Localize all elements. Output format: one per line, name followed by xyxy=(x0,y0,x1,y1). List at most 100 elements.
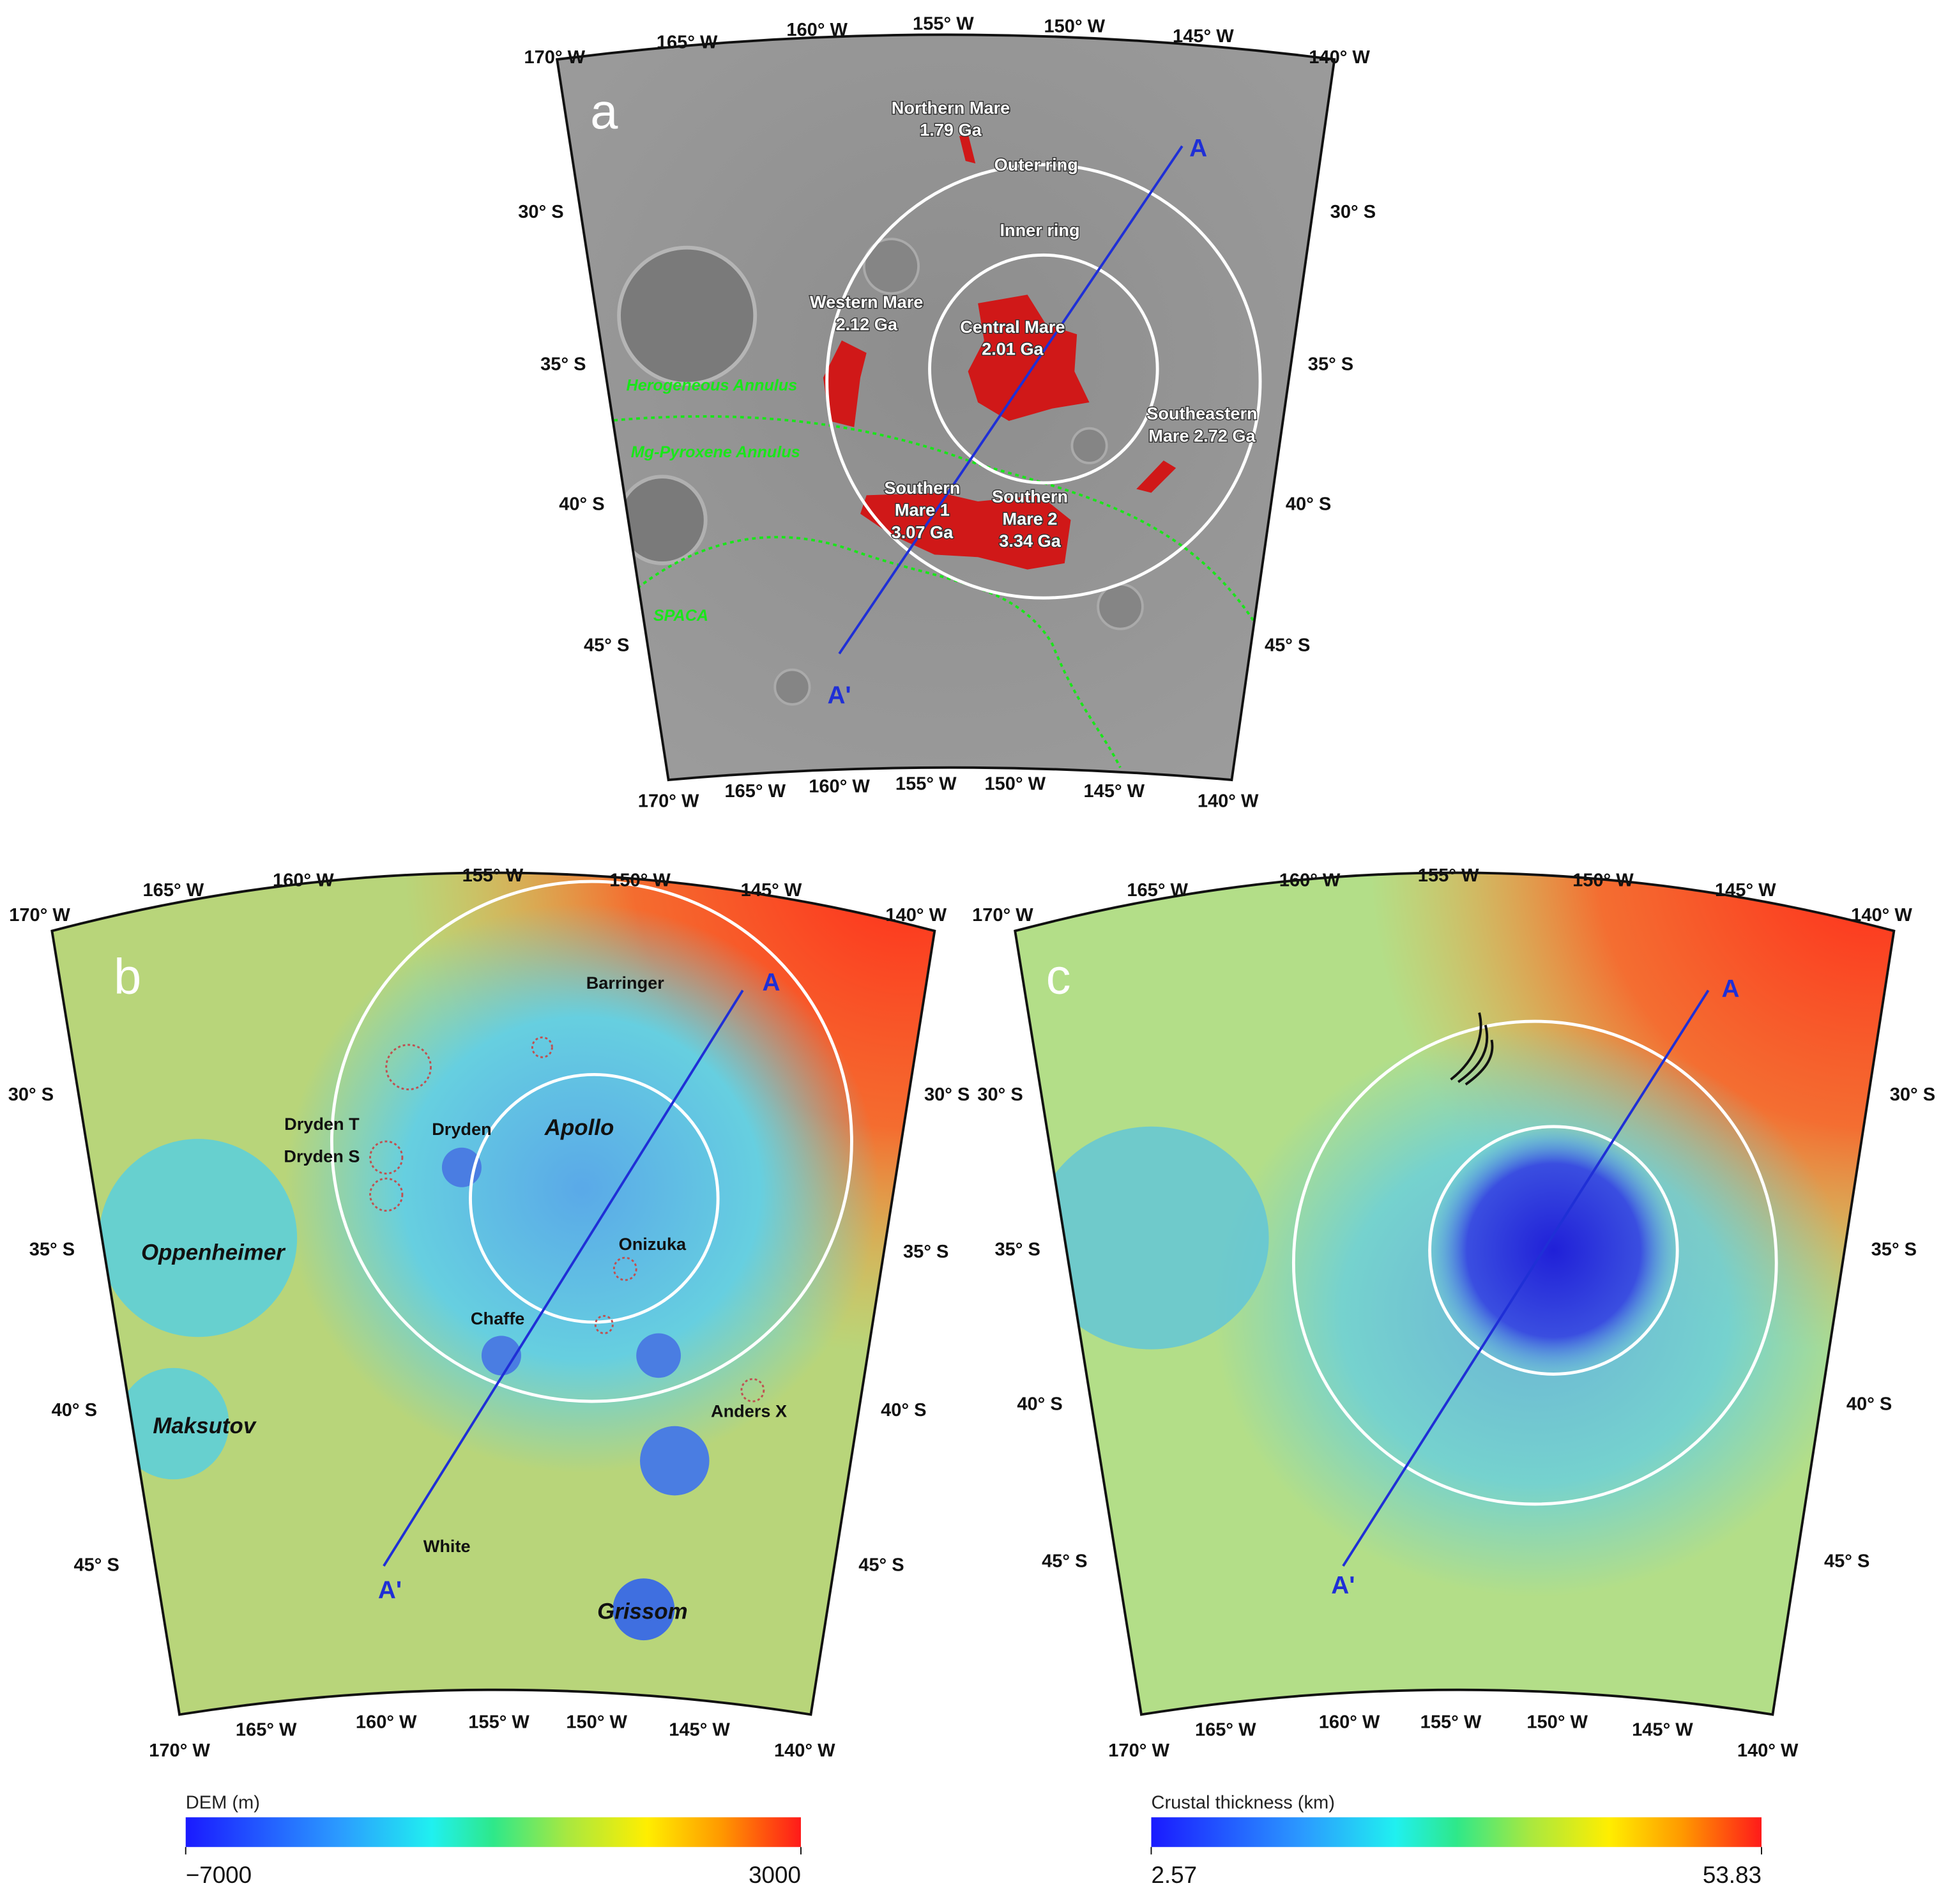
lat-label: 45° S xyxy=(1265,635,1310,655)
lon-label: 140° W xyxy=(885,905,947,925)
lon-label: 165° W xyxy=(1127,880,1188,901)
lon-label: 145° W xyxy=(741,880,802,901)
map-label: Outer ring xyxy=(994,155,1078,174)
lon-label: 160° W xyxy=(786,20,848,40)
map-label: 1.79 Ga xyxy=(920,120,982,140)
map-c xyxy=(1015,872,1894,1715)
lon-label: 145° W xyxy=(1715,880,1776,901)
map-label: Apollo xyxy=(544,1115,614,1140)
colorbar-title: Crustal thickness (km) xyxy=(1151,1793,1334,1813)
map-label: A xyxy=(1189,135,1207,162)
lat-label: 35° S xyxy=(1308,354,1353,374)
frame-a xyxy=(555,33,1336,782)
lat-label: 45° S xyxy=(858,1555,904,1575)
map-label: Mare 2 xyxy=(1003,508,1058,528)
lat-label: 35° S xyxy=(994,1239,1040,1260)
lat-label: 40° S xyxy=(559,494,604,515)
lon-label: 150° W xyxy=(1044,16,1105,36)
lon-label: 140° W xyxy=(1198,791,1259,812)
lon-label: 165° W xyxy=(143,880,204,901)
map-label: Oppenheimer xyxy=(141,1240,286,1265)
lon-label: 150° W xyxy=(566,1712,627,1733)
lat-label: 35° S xyxy=(540,354,586,374)
colorbar-label: 53.83 xyxy=(1703,1862,1762,1888)
lon-label: 145° W xyxy=(669,1719,730,1740)
map-label: Central Mare xyxy=(960,317,1065,337)
map-label: Maksutov xyxy=(153,1413,256,1438)
lat-label: 30° S xyxy=(1890,1085,1935,1105)
colorbar-c xyxy=(1151,1817,1762,1847)
lon-label: 150° W xyxy=(1526,1712,1588,1733)
colorbar-b xyxy=(185,1817,801,1847)
lat-label: 35° S xyxy=(29,1239,75,1260)
map-a xyxy=(557,34,1335,781)
lon-label: 155° W xyxy=(1418,865,1479,886)
lon-label: 155° W xyxy=(1420,1712,1482,1733)
map-label: Southern xyxy=(884,478,960,498)
lat-label: 40° S xyxy=(52,1400,97,1420)
lon-label: 140° W xyxy=(1851,905,1912,925)
lat-label: 30° S xyxy=(977,1085,1023,1105)
lon-label: 145° W xyxy=(1173,26,1234,47)
map-label: Herogeneous Annulus xyxy=(627,376,798,394)
lon-label: 160° W xyxy=(1319,1712,1380,1733)
lat-label: 45° S xyxy=(73,1555,119,1575)
lon-label: 170° W xyxy=(149,1740,210,1761)
lat-label: 45° S xyxy=(1824,1551,1869,1572)
lat-label: 30° S xyxy=(8,1085,54,1105)
map-label: Chaffe xyxy=(471,1308,524,1328)
lon-label: 155° W xyxy=(468,1712,529,1733)
map-label: A' xyxy=(378,1577,402,1604)
lon-label: 170° W xyxy=(638,791,699,812)
lat-label: 30° S xyxy=(518,202,563,222)
map-label: Mg-Pyroxene Annulus xyxy=(631,443,800,461)
lon-label: 155° W xyxy=(913,14,974,34)
lat-label: 30° S xyxy=(924,1085,970,1105)
frame-b xyxy=(50,871,936,1716)
lat-label: 40° S xyxy=(1286,494,1331,515)
panel-letter: c xyxy=(1046,950,1071,1005)
map-label: White xyxy=(423,1536,471,1556)
lon-label: 155° W xyxy=(462,865,524,886)
map-label: Southeastern xyxy=(1146,404,1257,423)
colorbar-title: DEM (m) xyxy=(186,1793,260,1813)
map-label: 2.01 Ga xyxy=(982,339,1044,359)
colorbar-label: 3000 xyxy=(749,1862,801,1888)
lat-label: 45° S xyxy=(584,635,629,655)
lon-label: 170° W xyxy=(524,47,585,68)
map-label: Onizuka xyxy=(619,1234,687,1254)
lon-label: 150° W xyxy=(1572,871,1634,891)
map-label: Northern Mare xyxy=(892,98,1010,118)
map-label: 2.12 Ga xyxy=(835,314,897,334)
map-label: Anders X xyxy=(711,1401,787,1421)
lat-label: 45° S xyxy=(1042,1551,1087,1572)
lon-label: 140° W xyxy=(1309,47,1370,68)
map-label: Grissom xyxy=(597,1599,688,1624)
lon-label: 170° W xyxy=(9,905,70,925)
colorbar-label: 2.57 xyxy=(1151,1862,1197,1888)
map-label: A' xyxy=(1331,1572,1355,1599)
lon-label: 160° W xyxy=(273,871,334,891)
map-label: A xyxy=(1722,975,1740,1003)
lon-label: 165° W xyxy=(657,33,718,53)
lon-label: 145° W xyxy=(1632,1719,1693,1740)
panel-letter: a xyxy=(590,84,618,139)
lon-label: 155° W xyxy=(895,774,957,795)
lon-label: 150° W xyxy=(984,774,1046,795)
lon-label: 145° W xyxy=(1084,781,1145,802)
map-label: Inner ring xyxy=(1000,220,1079,240)
map-label: 3.34 Ga xyxy=(999,531,1061,551)
frame-c xyxy=(1014,871,1896,1716)
map-label: Southern xyxy=(992,486,1068,506)
lat-label: 40° S xyxy=(881,1400,926,1420)
map-label: A' xyxy=(827,682,851,709)
lon-label: 165° W xyxy=(724,781,786,802)
map-label: SPACA xyxy=(653,607,708,625)
map-label: Dryden T xyxy=(284,1114,360,1134)
lon-label: 160° W xyxy=(809,776,870,796)
map-label: 3.07 Ga xyxy=(892,522,954,542)
colorbar-label: −7000 xyxy=(186,1862,252,1888)
lat-label: 30° S xyxy=(1330,202,1376,222)
lat-label: 35° S xyxy=(1871,1239,1917,1260)
